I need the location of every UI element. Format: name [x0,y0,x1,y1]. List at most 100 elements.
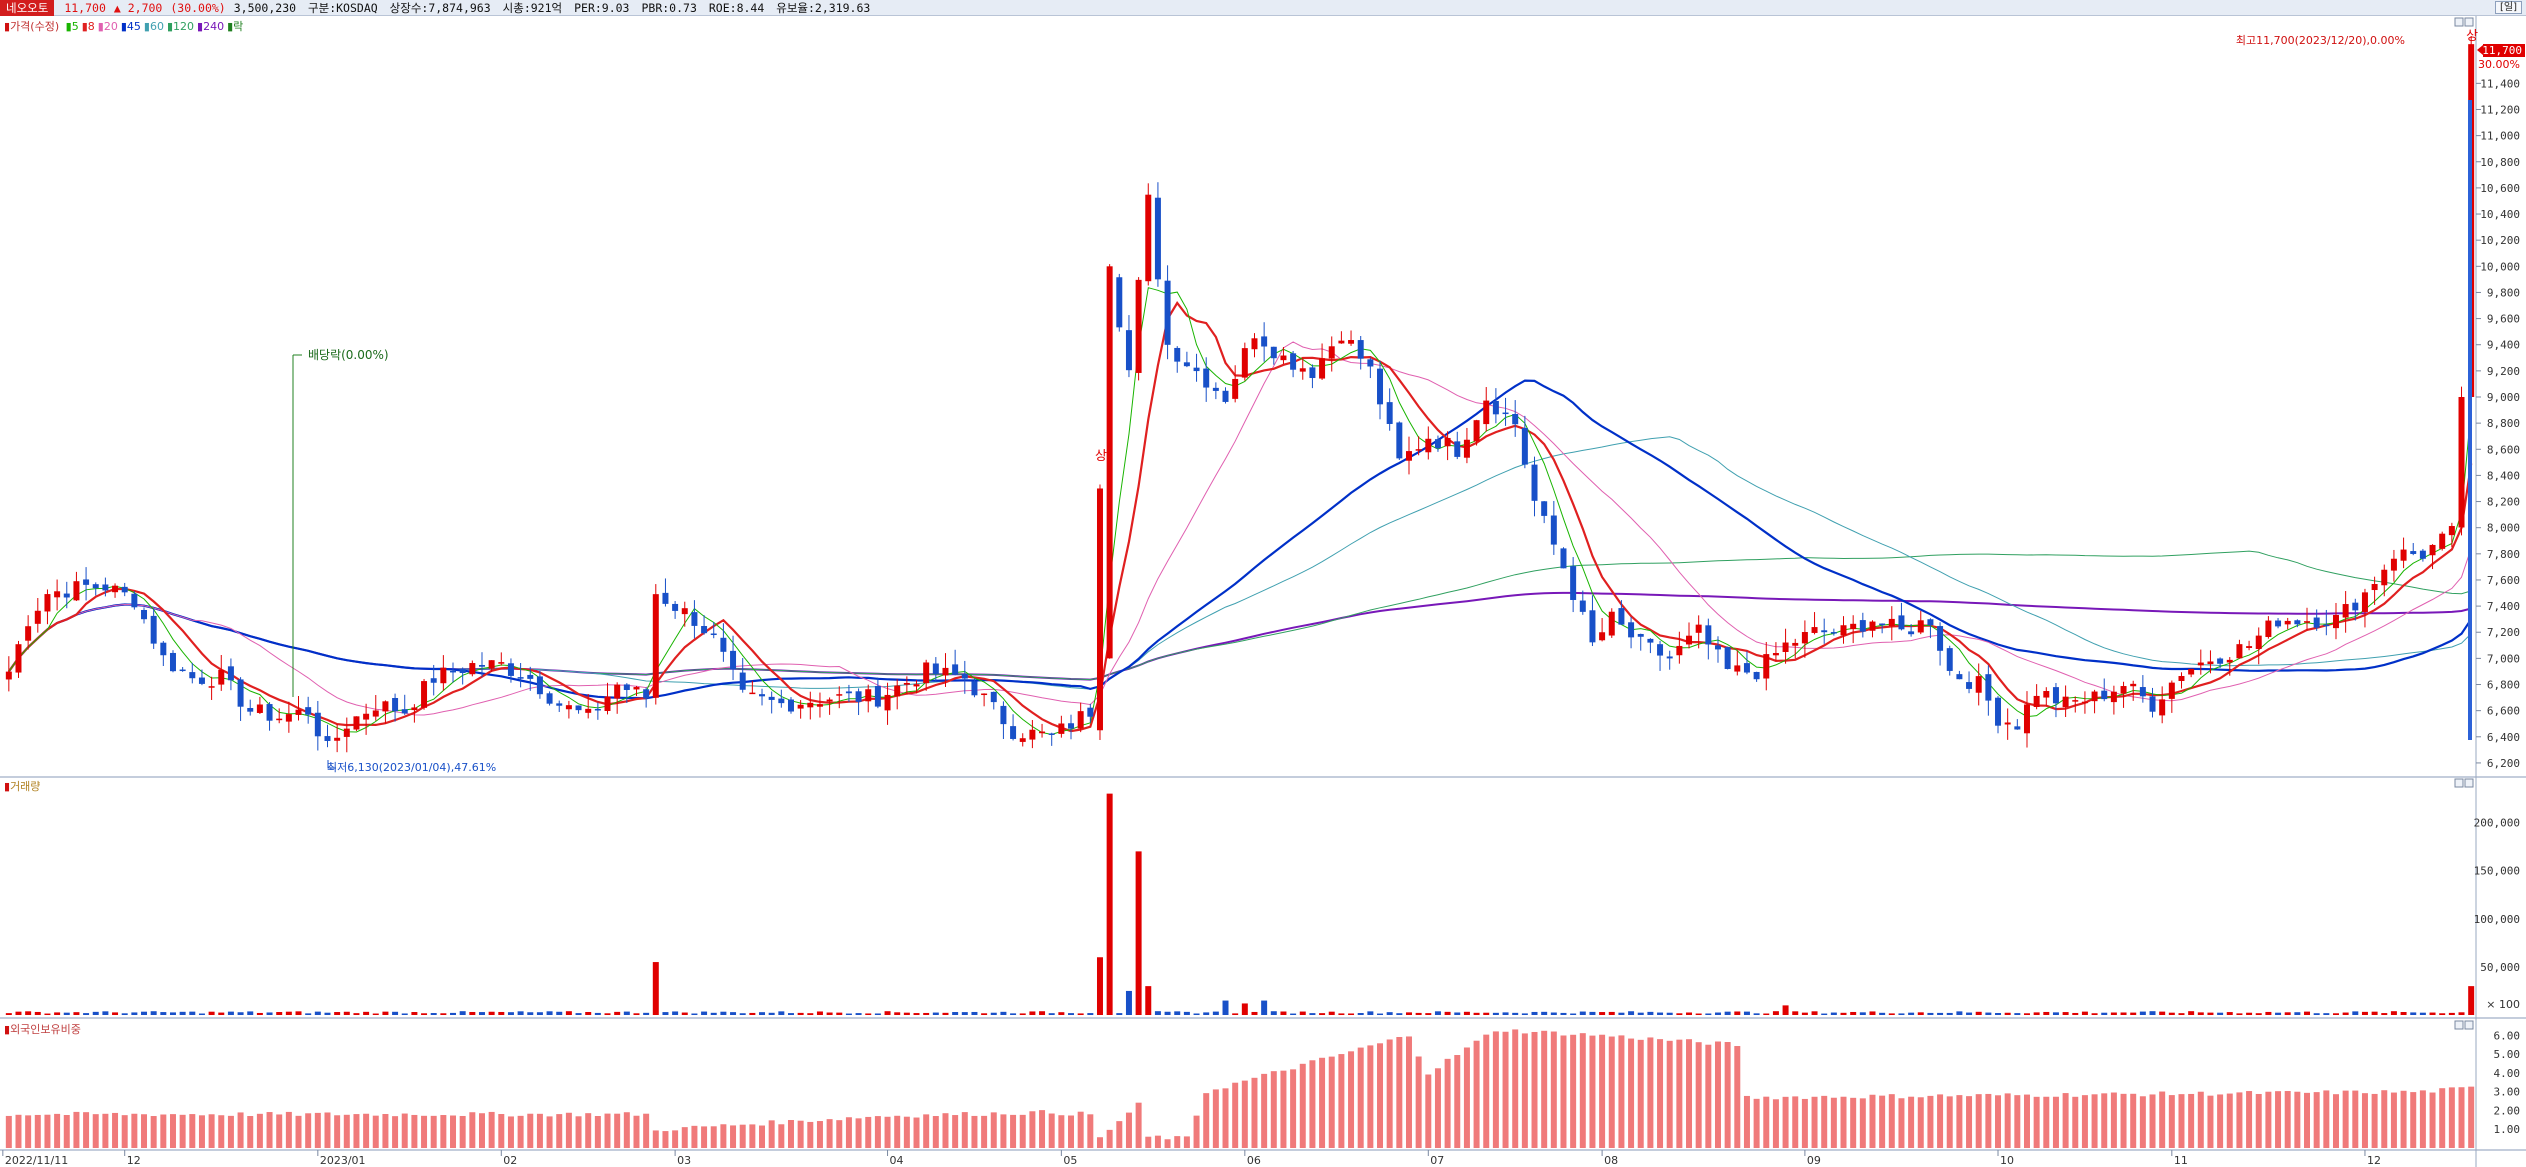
volume-bar [2188,1011,2195,1015]
volume-bar [179,1011,186,1015]
foreign-ownership-bar [440,1115,447,1148]
candle-body [2226,659,2233,663]
foreign-ownership-bar [131,1113,138,1148]
foreign-ownership-bar [189,1114,196,1148]
volume-bar [1222,1000,1229,1015]
foreign-legend: ▮외국인보유비중 [4,1021,81,1037]
foreign-ownership-bar [1164,1139,1171,1148]
volume-bar [575,1013,582,1015]
candle-body [932,663,939,674]
foreign-ownership-bar [759,1125,766,1148]
foreign-ownership-bar [2410,1092,2417,1148]
candle-body [1686,635,1693,645]
y-tick-label: 9,200 [2487,365,2520,378]
volume-bar [34,1011,41,1015]
candle-body [816,704,823,707]
foreign-ownership-bar [450,1115,457,1148]
volume-bar [1714,1012,1721,1015]
foreign-ownership-bar [652,1130,659,1148]
candle-body [990,691,997,703]
volume-bar [1589,1011,1596,1015]
period-selector[interactable]: [일] [2494,1,2522,14]
volume-bar [401,1013,408,1015]
candle-body [1695,624,1702,633]
foreign-ownership-bar [2207,1095,2214,1148]
foreign-ownership-bar [2110,1092,2117,1148]
candle-body [1010,726,1017,739]
volume-bar [1000,1011,1007,1015]
foreign-ownership-bar [1039,1110,1046,1148]
foreign-ownership-bar [314,1112,321,1148]
candle-body [2275,620,2282,627]
candle-body [363,713,370,720]
candle-body [1116,277,1123,328]
candle-body [2023,704,2030,734]
foreign-tick-label: 6.00 [2494,1029,2521,1042]
candle-body [749,692,756,695]
stock-name[interactable]: 네오오토 [0,0,55,16]
volume-bar [2072,1012,2079,1015]
candle-body [1463,439,1470,458]
volume-bar [276,1012,283,1015]
volume-bar [2332,1013,2339,1015]
candle-body [1319,358,1326,379]
candle-body [2439,533,2446,549]
volume-bar [498,1011,505,1015]
candle-body [594,708,601,711]
volume-tick-label: 150,000 [2474,865,2520,878]
foreign-ownership-bar [1019,1114,1026,1148]
candle-body [691,612,698,626]
y-tick-label: 10,000 [2480,260,2520,273]
foreign-ownership-bar [1830,1097,1837,1148]
candle-body [710,633,717,636]
candle-body [1000,705,1007,725]
foreign-ownership-bar [1840,1096,1847,1148]
volume-bar [730,1012,737,1015]
volume-bar [826,1012,833,1015]
volume-bar [2371,1011,2378,1015]
foreign-ownership-bar [2091,1094,2098,1148]
volume-legend-label: 거래량 [10,780,41,793]
foreign-ownership-bar [34,1114,41,1148]
volume-bar [1579,1011,1586,1015]
volume-bar [2207,1012,2214,1015]
foreign-ownership-bar [1686,1039,1693,1148]
candle-body [2014,726,2021,730]
high-price-label: 최고11,700(2023/12/20),0.00% [2236,34,2405,47]
volume-bar [160,1012,167,1015]
foreign-ownership-bar [2448,1087,2455,1148]
foreign-ownership-bar [556,1114,563,1148]
volume-bar [2168,1012,2175,1015]
foreign-ownership-bar [1869,1094,1876,1148]
candle-body [1135,279,1142,373]
volume-bar [2439,1013,2446,1015]
ma-legend-item: ▮8 [81,20,95,33]
candle-body [1415,449,1422,451]
candle-body [2429,544,2436,556]
foreign-ownership-bar [527,1113,534,1148]
volume-bar [1483,1012,1490,1015]
panel-maximize-button [2464,778,2474,788]
moving-average-45-line [7,379,2473,700]
candle-body [614,684,621,699]
foreign-ownership-bar [536,1113,543,1148]
volume-bar [2149,1011,2156,1015]
volume-bar [1898,1013,1905,1015]
candle-body [759,694,766,697]
candle-body [2371,584,2378,591]
foreign-ownership-bar [1879,1095,1886,1148]
foreign-ownership-bar [141,1114,148,1148]
candle-body [1628,622,1635,638]
volume-bar [1415,1012,1422,1015]
candle-body [1396,422,1403,459]
candle-body [314,712,321,737]
candle-body [1434,439,1441,449]
low-price-arrow [327,760,336,769]
volume-bar [1434,1011,1441,1015]
moving-average-5-line [8,287,2472,736]
candle-body [1743,663,1750,673]
candle-body [1193,367,1200,372]
volume-bar [1116,1013,1123,1015]
candle-body [1367,359,1374,367]
volume-bar [1039,1011,1046,1015]
